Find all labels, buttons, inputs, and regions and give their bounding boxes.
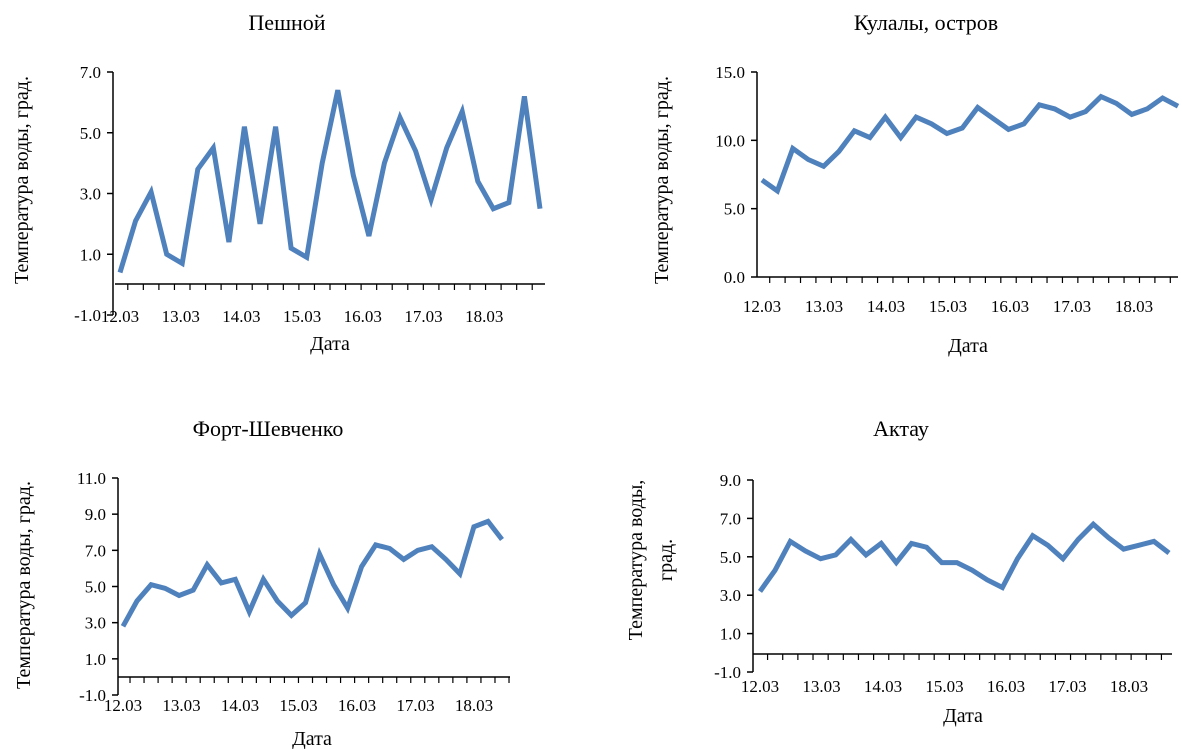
x-tick-label: 15.03 bbox=[929, 297, 967, 316]
y-tick-label: 5.0 bbox=[720, 548, 741, 567]
x-tick-label: 16.03 bbox=[987, 677, 1025, 696]
x-tick-label: 16.03 bbox=[991, 297, 1029, 316]
y-tick-label: 1.0 bbox=[85, 650, 106, 669]
y-tick-label: -1.0 bbox=[714, 663, 741, 682]
x-tick-label: 17.03 bbox=[1053, 297, 1091, 316]
y-tick-label: 9.0 bbox=[85, 505, 106, 524]
y-tick-label: 15.0 bbox=[715, 63, 745, 82]
y-tick-label: 1.0 bbox=[720, 625, 741, 644]
y-tick-label: 7.0 bbox=[80, 63, 101, 82]
x-tick-label: 14.03 bbox=[864, 677, 902, 696]
y-tick-label: 7.0 bbox=[85, 541, 106, 560]
y-tick-label: 0.0 bbox=[724, 268, 745, 287]
x-tick-label: 18.03 bbox=[1115, 297, 1153, 316]
x-axis-label: Дата bbox=[310, 333, 350, 355]
x-tick-label: 17.03 bbox=[1048, 677, 1086, 696]
x-axis-label: Дата bbox=[948, 335, 988, 357]
x-tick-label: 18.03 bbox=[1110, 677, 1148, 696]
x-tick-label: 17.03 bbox=[404, 307, 442, 326]
y-tick-label: 9.0 bbox=[720, 471, 741, 490]
y-tick-label: 3.0 bbox=[85, 614, 106, 633]
y-axis-label: Температура воды, град. bbox=[11, 76, 33, 284]
chart-panel: Форт-Шевченко -1.0 1.0 3.0 5.0 7.0 9.0 11.0 12.0… bbox=[13, 416, 510, 749]
x-tick-label: 12.03 bbox=[104, 696, 142, 715]
y-tick-label: 10.0 bbox=[715, 131, 745, 150]
x-tick-label: 12.03 bbox=[741, 677, 779, 696]
series-line bbox=[117, 89, 543, 274]
x-tick-label: 12.03 bbox=[101, 307, 139, 326]
x-tick-label: 13.03 bbox=[805, 297, 843, 316]
chart-title: Форт-Шевченко bbox=[193, 416, 344, 441]
chart-panel: Кулалы, остров 0.0 5.0 10.0 15.0 12.03 13.03 14… bbox=[651, 10, 1180, 357]
y-tick-label: 7.0 bbox=[720, 509, 741, 528]
series-line bbox=[760, 93, 1180, 195]
y-axis-label: Температура воды, град. bbox=[625, 480, 677, 641]
y-tick-label: 5.0 bbox=[80, 124, 101, 143]
chart-title: Актау bbox=[873, 416, 929, 441]
x-tick-label: 12.03 bbox=[743, 297, 781, 316]
series-line bbox=[757, 520, 1171, 593]
y-axis-label: Температура воды, град. bbox=[651, 76, 673, 284]
series-line bbox=[120, 518, 504, 628]
y-tick-label: -1.0 bbox=[79, 686, 106, 705]
chart-panel: Актау -1.0 1.0 3.0 5.0 7.0 9.0 12.03 13.03 14.03 1… bbox=[625, 416, 1172, 727]
x-axis-label: Дата bbox=[292, 728, 332, 749]
x-tick-label: 17.03 bbox=[396, 696, 434, 715]
x-tick-label: 18.03 bbox=[455, 696, 493, 715]
x-axis-label: Дата bbox=[943, 705, 983, 727]
x-tick-label: 18.03 bbox=[465, 307, 503, 326]
x-tick-label: 15.03 bbox=[283, 307, 321, 326]
x-tick-label: 15.03 bbox=[279, 696, 317, 715]
y-tick-label: 3.0 bbox=[720, 586, 741, 605]
x-tick-label: 16.03 bbox=[338, 696, 376, 715]
y-tick-label: 5.0 bbox=[724, 200, 745, 219]
y-tick-label: 3.0 bbox=[80, 185, 101, 204]
x-tick-label: 13.03 bbox=[162, 696, 200, 715]
x-tick-label: 13.03 bbox=[162, 307, 200, 326]
y-tick-label: 1.0 bbox=[80, 245, 101, 264]
y-axis-label: Температура воды, град. bbox=[13, 481, 35, 689]
chart-panel: Пешной -1.0 1.0 3.0 5.0 7.0 12.03 13.03 14.03 15.… bbox=[11, 10, 545, 355]
x-tick-label: 14.03 bbox=[867, 297, 905, 316]
y-tick-label: -1.0 bbox=[74, 306, 101, 325]
x-tick-label: 15.03 bbox=[925, 677, 963, 696]
x-tick-label: 14.03 bbox=[221, 696, 259, 715]
x-tick-label: 13.03 bbox=[802, 677, 840, 696]
y-tick-label: 5.0 bbox=[85, 578, 106, 597]
chart-title: Пешной bbox=[248, 10, 325, 35]
x-tick-label: 16.03 bbox=[344, 307, 382, 326]
chart-title: Кулалы, остров bbox=[854, 10, 998, 35]
y-tick-label: 11.0 bbox=[77, 469, 106, 488]
x-tick-label: 14.03 bbox=[222, 307, 260, 326]
